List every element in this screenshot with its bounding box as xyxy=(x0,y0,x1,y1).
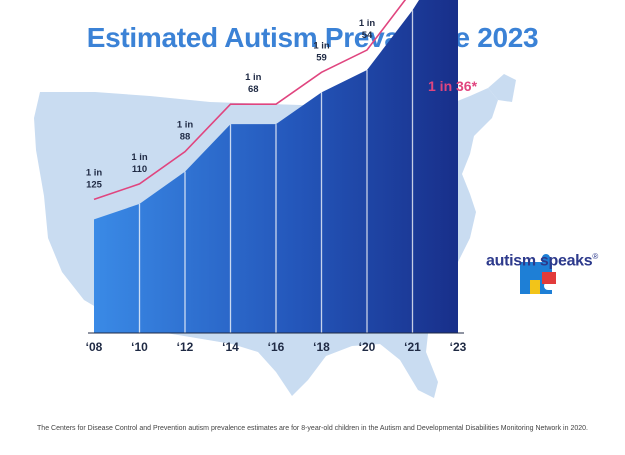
logo-text: autism speaks xyxy=(486,252,593,270)
x-tick-label: ‘20 xyxy=(359,340,376,354)
x-tick-label: ‘23 xyxy=(450,340,467,354)
data-label-prefix: 1 in xyxy=(86,167,103,178)
footnote: The Centers for Disease Control and Prev… xyxy=(37,425,588,432)
data-label-prefix: 1 in xyxy=(177,120,194,131)
x-axis-ticks: ‘08 ‘10 ‘12 ‘14 ‘16 ‘18 ‘20 ‘21 ‘23 xyxy=(86,340,467,354)
logo-mark: ® xyxy=(592,252,599,261)
x-tick-label: ‘12 xyxy=(177,340,194,354)
data-label-prefix: 1 in xyxy=(313,40,330,51)
us-map-maine xyxy=(488,74,516,102)
data-label-value: 68 xyxy=(248,84,259,95)
puzzle-logo-icon xyxy=(520,254,556,294)
trend-line xyxy=(93,0,407,201)
data-label-prefix: 1 in xyxy=(131,152,148,163)
autism-speaks-logo: autism speaks® xyxy=(486,252,598,270)
data-label-value: 54 xyxy=(362,30,373,41)
x-tick-label: ‘21 xyxy=(404,340,421,354)
data-label-value: 125 xyxy=(86,179,103,190)
data-label-value: 88 xyxy=(180,132,191,143)
chart-title: Estimated Autism Prevalence 2023 xyxy=(86,22,539,53)
x-tick-label: ‘08 xyxy=(86,340,103,354)
x-tick-label: ‘10 xyxy=(131,340,148,354)
data-label-prefix: 1 in xyxy=(359,18,376,29)
annotation-1-in-36: 1 in 36* xyxy=(428,78,478,94)
data-label-value: 59 xyxy=(316,52,327,63)
x-tick-label: ‘16 xyxy=(268,340,285,354)
year-dividers xyxy=(88,10,464,334)
x-tick-label: ‘18 xyxy=(313,340,330,354)
data-label-value: 110 xyxy=(132,164,147,175)
data-label-prefix: 1 in xyxy=(245,72,262,83)
trend-line-group xyxy=(93,0,407,201)
x-tick-label: ‘14 xyxy=(222,340,239,354)
